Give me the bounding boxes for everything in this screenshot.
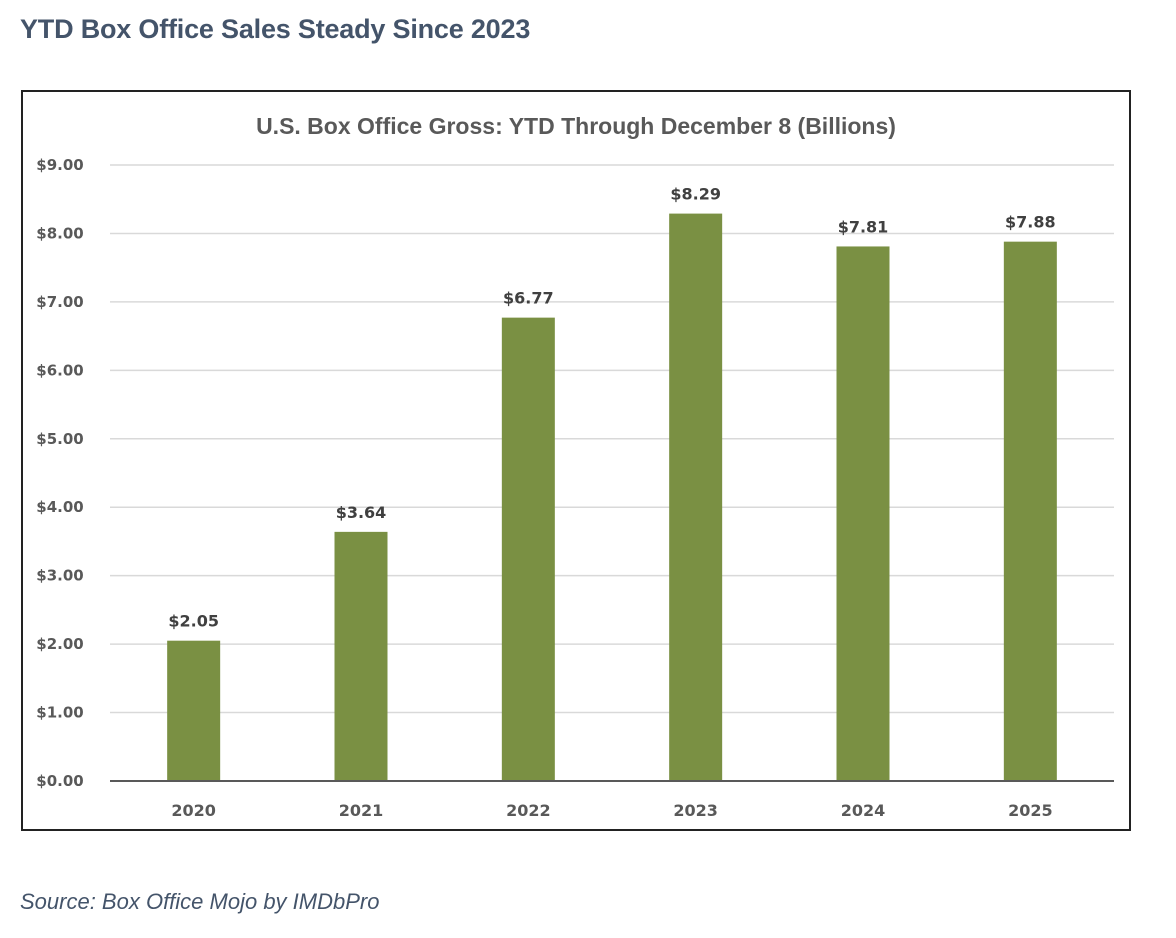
bars (167, 213, 1057, 782)
x-axis-tick-labels: 2020 2021 2022 2023 2024 2025 (171, 801, 1052, 820)
y-tick-label: $0.00 (36, 772, 83, 790)
source-note: Source: Box Office Mojo by IMDbPro (20, 889, 380, 914)
x-tick-label-2020: 2020 (171, 801, 216, 820)
x-tick-label-2022: 2022 (506, 801, 551, 820)
data-label-2020: $2.05 (168, 612, 219, 631)
bar-2022 (501, 317, 555, 781)
bar-2020 (167, 640, 221, 781)
y-tick-label: $6.00 (36, 361, 83, 379)
chart-frame: U.S. Box Office Gross: YTD Through Decem… (21, 90, 1131, 831)
bar-2021 (334, 531, 388, 781)
data-label-2024: $7.81 (838, 217, 889, 236)
data-label-2023: $8.29 (670, 185, 721, 204)
x-tick-label-2021: 2021 (339, 801, 384, 820)
y-tick-label: $1.00 (36, 704, 83, 722)
data-label-2022: $6.77 (503, 289, 554, 308)
data-label-2025: $7.88 (1005, 213, 1056, 232)
page-headline: YTD Box Office Sales Steady Since 2023 (20, 14, 531, 44)
y-tick-label: $5.00 (36, 430, 83, 448)
data-labels: $2.05 $3.64 $6.77 $8.29 $7.81 $7.88 (168, 185, 1055, 631)
bar-chart: U.S. Box Office Gross: YTD Through Decem… (36, 113, 1114, 820)
y-tick-label: $2.00 (36, 635, 83, 653)
y-axis-tick-labels: $0.00 $1.00 $2.00 $3.00 $4.00 $5.00 $6.00 $7.00… (36, 156, 83, 790)
x-tick-label-2023: 2023 (673, 801, 718, 820)
y-tick-label: $4.00 (36, 498, 83, 516)
y-tick-label: $7.00 (36, 293, 83, 311)
gridlines (110, 164, 1114, 714)
chart-title: U.S. Box Office Gross: YTD Through Decem… (256, 113, 896, 139)
y-tick-label: $9.00 (36, 156, 83, 174)
data-label-2021: $3.64 (336, 503, 387, 522)
x-tick-label-2025: 2025 (1008, 801, 1053, 820)
x-tick-label-2024: 2024 (841, 801, 886, 820)
bar-2024 (836, 246, 890, 782)
y-tick-label: $3.00 (36, 567, 83, 585)
bar-2023 (669, 213, 723, 781)
bar-2025 (1003, 241, 1057, 781)
y-tick-label: $8.00 (36, 224, 83, 242)
